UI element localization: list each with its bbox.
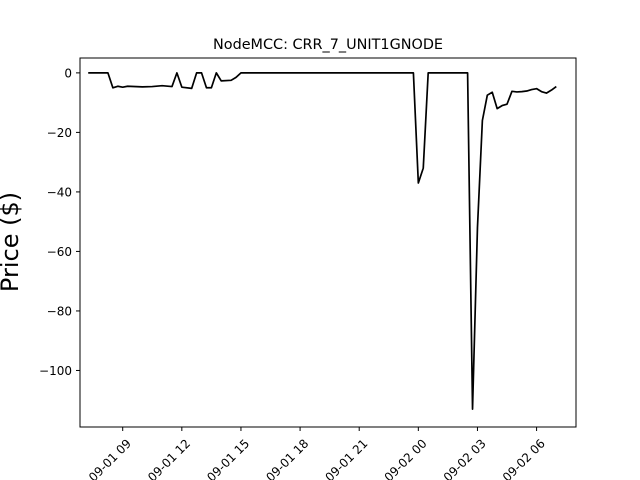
x-tick-label: 09-01 15 [204, 436, 252, 480]
y-axis: 0 −20 −40 −60 −80 −100 [39, 66, 80, 378]
x-tick-label: 09-01 18 [263, 436, 311, 480]
y-tick-label: 0 [64, 66, 72, 80]
y-tick-label: −40 [47, 185, 72, 199]
chart-title: NodeMCC: CRR_7_UNIT1GNODE [213, 37, 443, 53]
y-tick-label: −60 [47, 245, 72, 259]
plot-frame [79, 57, 577, 428]
y-tick-label: −20 [47, 126, 72, 140]
x-tick-label: 09-02 03 [441, 436, 489, 480]
series-line-0 [88, 72, 557, 410]
y-tick-label: −80 [47, 304, 72, 318]
plot-area [88, 72, 557, 410]
x-axis: 09-01 09 09-01 12 09-01 15 09-01 18 09-01 21… [86, 427, 548, 480]
y-axis-label: Price ($) [0, 192, 24, 292]
x-tick-label: 09-01 12 [145, 436, 193, 480]
x-tick-label: 09-01 09 [86, 436, 134, 480]
x-tick-label: 09-02 06 [500, 436, 548, 480]
x-tick-label: 09-02 00 [382, 436, 430, 480]
x-tick-label: 09-01 21 [322, 436, 370, 480]
y-tick-label: −100 [39, 364, 72, 378]
